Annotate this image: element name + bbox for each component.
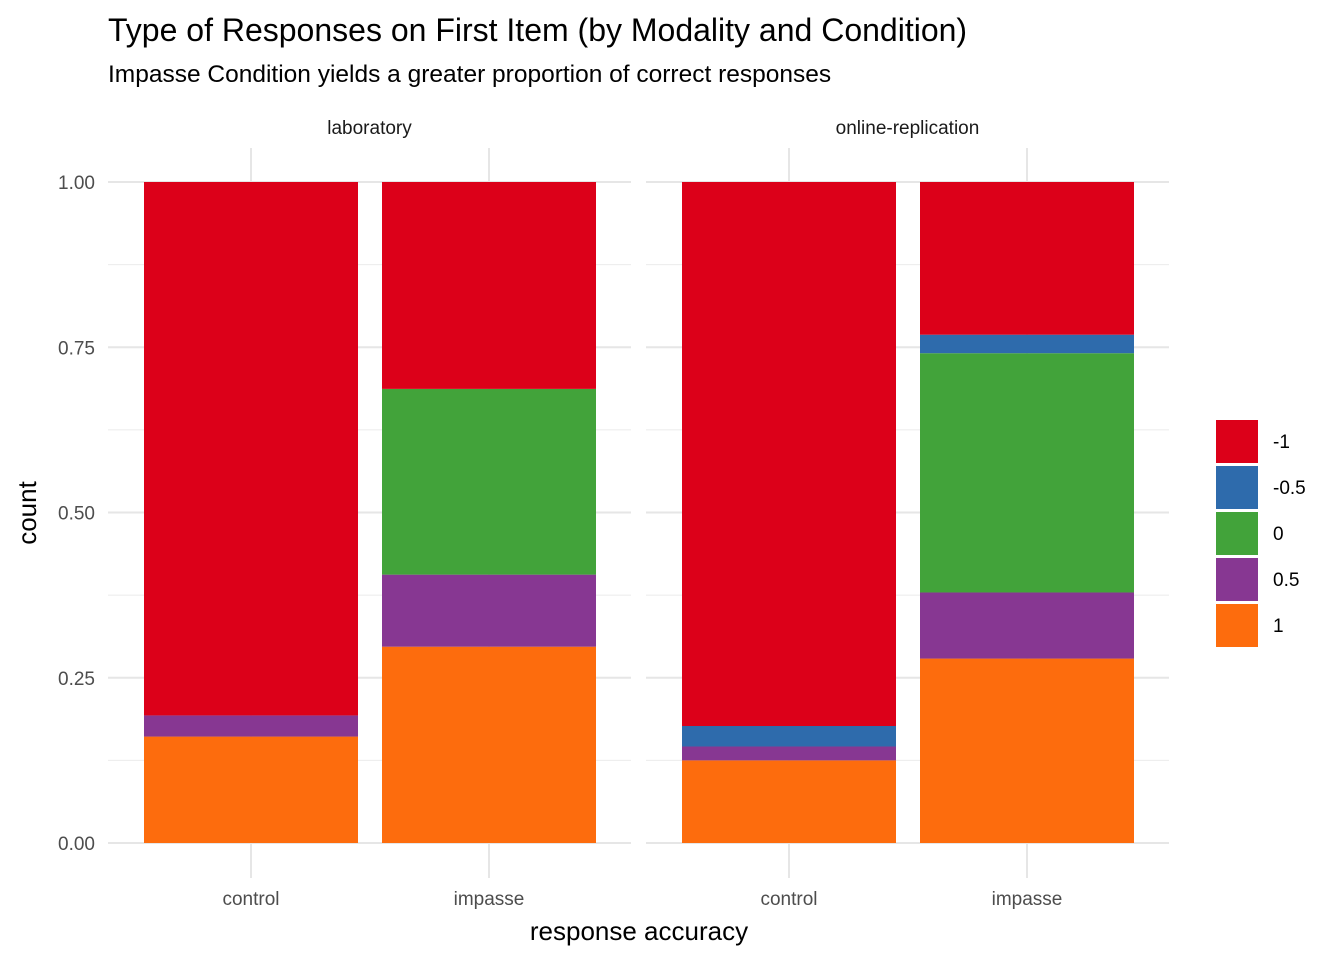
bar-segment: [382, 182, 596, 389]
bar-segment: [920, 592, 1134, 659]
x-tick-label: impasse: [992, 889, 1063, 910]
bar-stack-impasse: [382, 182, 596, 843]
bar-segment: [144, 182, 358, 716]
legend-swatch: [1216, 420, 1258, 463]
bar-stack-control: [682, 182, 896, 843]
legend-item: 0.5: [1216, 558, 1299, 601]
bar-segment: [920, 334, 1134, 354]
legend-swatch: [1216, 604, 1258, 647]
facet-label: laboratory: [327, 118, 412, 139]
bar-segment: [682, 726, 896, 747]
x-tick-label: control: [760, 889, 817, 910]
bar-segment: [920, 182, 1134, 335]
legend-item: 1: [1216, 604, 1284, 647]
y-tick-label: 0.25: [58, 669, 95, 690]
legend-item: 0: [1216, 512, 1284, 555]
facet-label: online-replication: [836, 118, 980, 139]
legend: -1 -0.5 0 0.5 1: [1216, 420, 1306, 647]
bar-segment: [382, 574, 596, 647]
facet-panel-laboratory: laboratory control impasse: [108, 118, 631, 910]
y-tick-label: 1.00: [58, 173, 95, 194]
bar-segment: [382, 388, 596, 575]
y-axis-title: count: [12, 480, 42, 544]
legend-label: 0.5: [1273, 570, 1299, 591]
bar-segment: [382, 646, 596, 843]
bar-stack-impasse: [920, 182, 1134, 843]
bar-segment: [682, 746, 896, 761]
legend-label: -0.5: [1273, 478, 1306, 499]
chart-subtitle: Impasse Condition yields a greater propo…: [108, 61, 831, 88]
chart-title: Type of Responses on First Item (by Moda…: [108, 12, 967, 48]
y-tick-label: 0.00: [58, 834, 95, 855]
bar-segment: [144, 715, 358, 737]
bar-segment: [920, 658, 1134, 843]
bar-segment: [920, 353, 1134, 593]
bar-stack-control: [144, 182, 358, 843]
legend-swatch: [1216, 512, 1258, 555]
y-tick-label: 0.75: [58, 338, 95, 359]
bar-segment: [682, 182, 896, 727]
legend-item: -0.5: [1216, 466, 1306, 509]
legend-label: 1: [1273, 616, 1284, 637]
legend-swatch: [1216, 466, 1258, 509]
y-tick-label: 0.50: [58, 504, 95, 525]
x-tick-label: impasse: [454, 889, 525, 910]
bar-segment: [682, 760, 896, 843]
legend-label: -1: [1273, 432, 1290, 453]
x-tick-label: control: [222, 889, 279, 910]
y-axis: 0.00 0.25 0.50 0.75 1.00: [58, 173, 95, 855]
facet-panel-online-replication: online-replication control impasse: [646, 118, 1169, 910]
bar-segment: [144, 736, 358, 843]
legend-swatch: [1216, 558, 1258, 601]
legend-item: -1: [1216, 420, 1290, 463]
legend-label: 0: [1273, 524, 1284, 545]
x-axis-title: response accuracy: [530, 916, 748, 946]
